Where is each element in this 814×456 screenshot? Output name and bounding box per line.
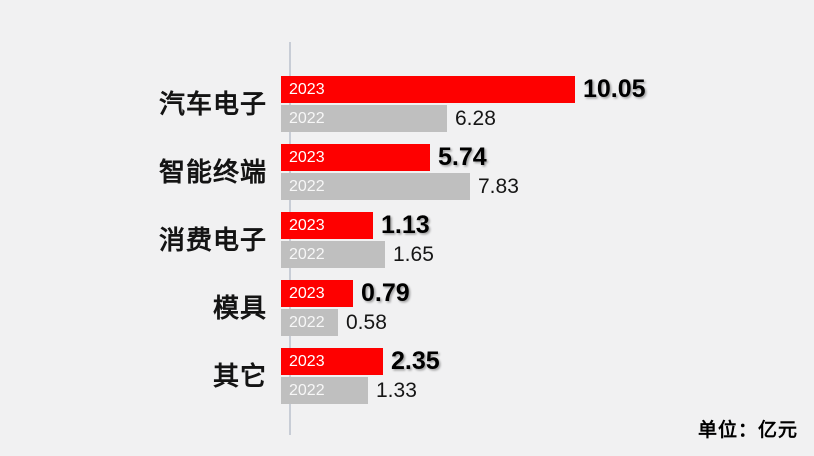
bar-line-2023: 2023 0.79: [281, 280, 814, 307]
bar-pair: 2023 10.05 2022 6.28: [279, 76, 814, 132]
bar-series-label-2022: 2022: [289, 177, 325, 195]
bar-2022: 2022: [281, 173, 470, 200]
value-label-2022: 1.33: [376, 379, 417, 402]
bar-series-label-2023: 2023: [289, 352, 325, 370]
value-label-2023: 1.13: [381, 211, 430, 239]
bar-series-label-2022: 2022: [289, 109, 325, 127]
bar-series-label-2022: 2022: [289, 245, 325, 263]
bar-pair: 2023 0.79 2022 0.58: [279, 280, 814, 336]
category-label: 其它: [212, 361, 267, 391]
category-label: 汽车电子: [158, 89, 267, 119]
value-label-2022: 1.65: [393, 243, 434, 266]
bar-series-label-2022: 2022: [289, 313, 325, 331]
bar-pair: 2023 5.74 2022 7.83: [279, 144, 814, 200]
bar-line-2023: 2023 1.13: [281, 212, 814, 239]
value-label-2023: 2.35: [391, 347, 440, 375]
value-label-2022: 7.83: [478, 175, 519, 198]
bar-series-label-2023: 2023: [289, 80, 325, 98]
value-label-2023: 10.05: [583, 75, 646, 103]
category-row: 汽车电子 2023 10.05 2022 6.28: [0, 76, 814, 132]
bar-series-label-2023: 2023: [289, 216, 325, 234]
value-label-2022: 6.28: [455, 107, 496, 130]
bar-line-2023: 2023 5.74: [281, 144, 814, 171]
bar-line-2022: 2022 0.58: [281, 309, 814, 336]
bar-2022: 2022: [281, 377, 368, 404]
bar-series-label-2023: 2023: [289, 284, 325, 302]
category-label: 模具: [212, 293, 267, 323]
value-label-2023: 0.79: [361, 279, 410, 307]
category-row: 其它 2023 2.35 2022 1.33: [0, 348, 814, 404]
unit-label: 单位：亿元: [697, 420, 798, 441]
bar-line-2022: 2022 6.28: [281, 105, 814, 132]
bar-line-2022: 2022 1.33: [281, 377, 814, 404]
bar-2023: 2023: [281, 348, 383, 375]
bar-pair: 2023 1.13 2022 1.65: [279, 212, 814, 268]
bar-2023: 2023: [281, 280, 353, 307]
bar-2023: 2023: [281, 144, 430, 171]
bar-2023: 2023: [281, 212, 373, 239]
bar-pair: 2023 2.35 2022 1.33: [279, 348, 814, 404]
bar-2023: 2023: [281, 76, 575, 103]
bar-series-label-2023: 2023: [289, 148, 325, 166]
value-label-2022: 0.58: [346, 311, 387, 334]
value-label-2023: 5.74: [438, 143, 487, 171]
bar-2022: 2022: [281, 241, 385, 268]
bar-series-label-2022: 2022: [289, 381, 325, 399]
category-row: 模具 2023 0.79 2022 0.58: [0, 280, 814, 336]
bar-line-2023: 2023 2.35: [281, 348, 814, 375]
bar-2022: 2022: [281, 105, 447, 132]
bar-line-2023: 2023 10.05: [281, 76, 814, 103]
bar-line-2022: 2022 1.65: [281, 241, 814, 268]
category-label: 智能终端: [158, 157, 267, 187]
category-row: 消费电子 2023 1.13 2022 1.65: [0, 212, 814, 268]
bar-rows-container: 汽车电子 2023 10.05 2022 6.28 智能终端 2023: [0, 76, 814, 404]
bar-line-2022: 2022 7.83: [281, 173, 814, 200]
category-row: 智能终端 2023 5.74 2022 7.83: [0, 144, 814, 200]
bar-2022: 2022: [281, 309, 338, 336]
category-label: 消费电子: [158, 225, 267, 255]
